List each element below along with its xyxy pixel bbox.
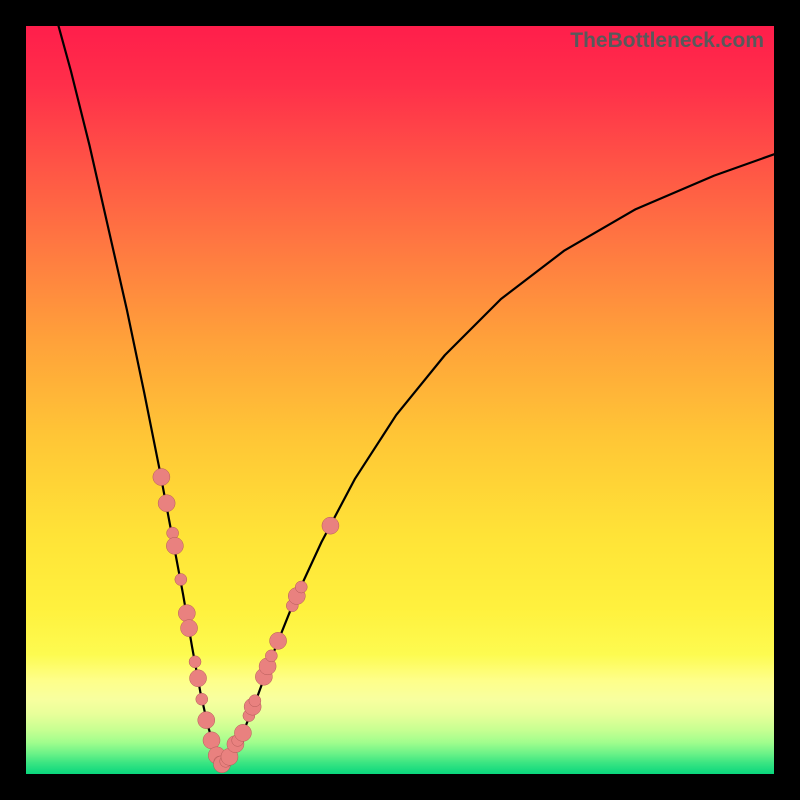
data-marker: [175, 574, 187, 586]
data-marker: [190, 670, 207, 687]
data-marker: [189, 656, 201, 668]
data-marker: [158, 495, 175, 512]
chart-frame: TheBottleneck.com: [0, 0, 800, 800]
data-marker: [166, 537, 183, 554]
data-marker: [322, 517, 339, 534]
data-marker: [203, 732, 220, 749]
data-marker: [198, 712, 215, 729]
data-marker: [181, 620, 198, 637]
data-marker: [234, 724, 251, 741]
data-marker: [270, 632, 287, 649]
bottleneck-curve: [54, 26, 774, 764]
data-marker: [295, 581, 307, 593]
data-marker: [178, 605, 195, 622]
plot-area: TheBottleneck.com: [26, 26, 774, 774]
watermark-text: TheBottleneck.com: [570, 29, 764, 53]
chart-svg: [26, 26, 774, 774]
data-marker: [196, 693, 208, 705]
data-marker: [265, 650, 277, 662]
data-marker: [249, 695, 261, 707]
data-marker: [153, 469, 170, 486]
